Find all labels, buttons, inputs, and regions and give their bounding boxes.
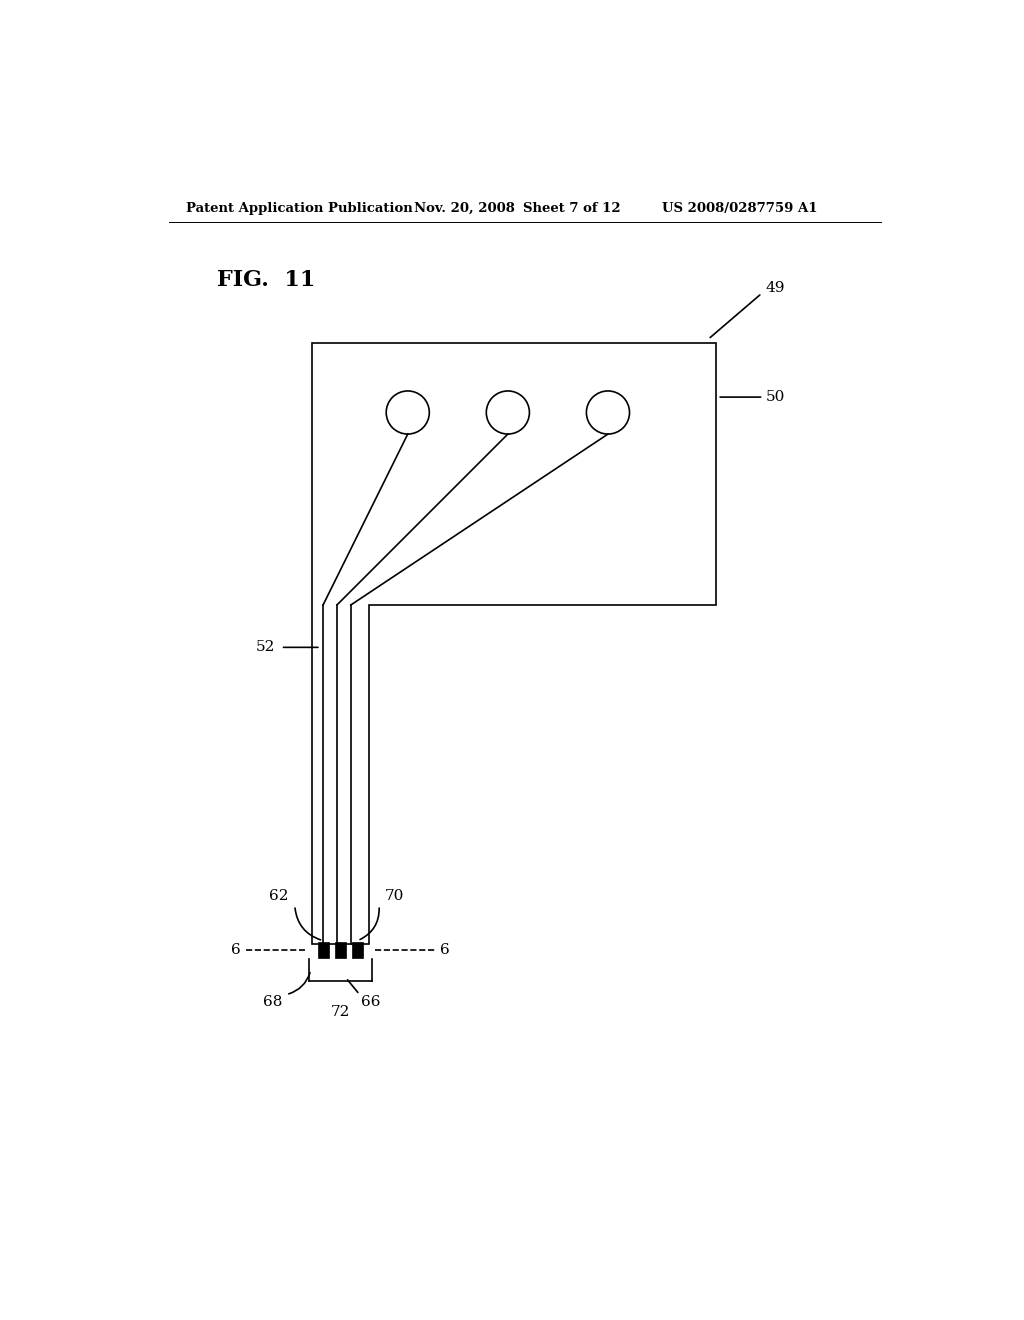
Text: 6: 6 (440, 942, 450, 957)
Text: 72: 72 (331, 1005, 350, 1019)
Polygon shape (352, 942, 362, 958)
Text: FIG.  11: FIG. 11 (217, 269, 315, 292)
Text: 49: 49 (766, 281, 785, 294)
Text: Sheet 7 of 12: Sheet 7 of 12 (523, 202, 621, 215)
Text: 50: 50 (766, 391, 785, 404)
Text: US 2008/0287759 A1: US 2008/0287759 A1 (662, 202, 817, 215)
Text: Nov. 20, 2008: Nov. 20, 2008 (414, 202, 515, 215)
Text: 70: 70 (384, 890, 403, 903)
Text: 66: 66 (361, 995, 381, 1010)
Text: 68: 68 (263, 995, 283, 1010)
Text: 6: 6 (231, 942, 241, 957)
Text: 62: 62 (269, 890, 289, 903)
Text: 52: 52 (256, 640, 275, 655)
Polygon shape (335, 942, 346, 958)
Text: Patent Application Publication: Patent Application Publication (186, 202, 413, 215)
Polygon shape (317, 942, 329, 958)
